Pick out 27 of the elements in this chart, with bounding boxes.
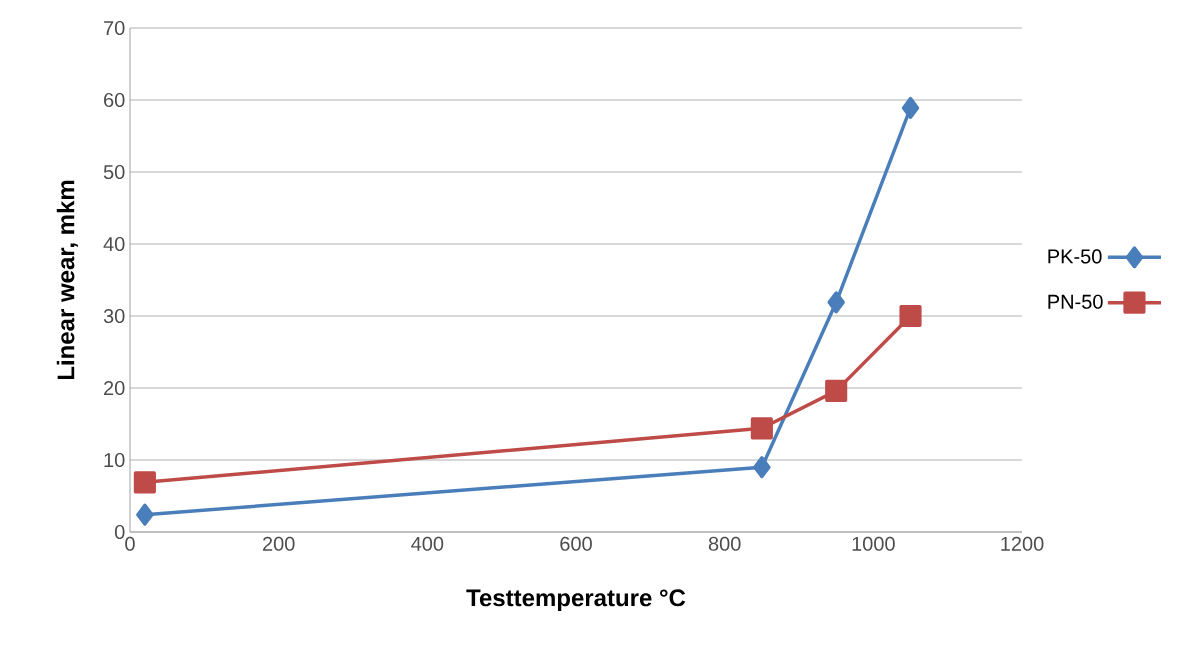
y-tick-label: 0 (114, 524, 125, 540)
x-tick-label: 0 (125, 536, 135, 551)
y-tick-label: 20 (104, 380, 125, 396)
x-tick-label: 800 (708, 536, 741, 551)
x-tick-label: 400 (411, 536, 444, 551)
point (901, 96, 920, 119)
point (825, 379, 848, 402)
x-tick-label: 1200 (1001, 536, 1044, 551)
y-tick-label: 60 (104, 92, 125, 108)
legend-label: PN-50 (1048, 294, 1103, 309)
y-axis-title: Linear wear, mkm (56, 180, 78, 380)
y-tick-label: 50 (103, 164, 125, 180)
x-axis-title: Testtemperature °C (466, 589, 686, 612)
point (753, 456, 771, 479)
point (899, 304, 922, 328)
x-tick-label: 600 (560, 536, 592, 551)
legend-label: PK-50 (1048, 249, 1102, 264)
x-tick-label: 200 (262, 536, 295, 551)
x-tick-label: 1000 (852, 536, 895, 551)
y-tick-label: 70 (104, 20, 125, 36)
point (136, 503, 154, 526)
y-tick-label: 10 (104, 452, 125, 468)
point (133, 471, 156, 494)
point (827, 291, 845, 314)
y-tick-label: 40 (103, 236, 125, 252)
y-tick-label: 30 (103, 308, 125, 324)
point (750, 417, 773, 440)
